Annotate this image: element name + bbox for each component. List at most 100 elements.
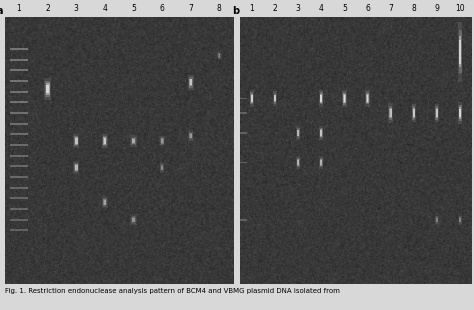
Bar <box>75 138 78 144</box>
Bar <box>240 219 247 221</box>
Text: 7: 7 <box>188 4 193 13</box>
Text: 1: 1 <box>17 4 21 13</box>
Bar <box>46 83 49 95</box>
Bar <box>10 187 28 189</box>
Bar <box>458 214 462 225</box>
Text: 6: 6 <box>160 4 164 13</box>
Bar <box>10 219 28 221</box>
Bar <box>459 108 461 118</box>
Text: 2: 2 <box>273 4 277 13</box>
Bar <box>343 94 346 103</box>
Bar <box>10 165 28 167</box>
Bar <box>10 69 28 71</box>
Bar <box>131 137 136 145</box>
Bar <box>297 159 299 166</box>
Bar <box>297 130 299 136</box>
Bar <box>274 95 276 102</box>
Bar <box>297 157 300 167</box>
Bar <box>458 102 462 124</box>
Bar <box>10 144 28 146</box>
Bar <box>320 160 322 165</box>
Bar <box>297 131 299 136</box>
Bar <box>413 109 415 117</box>
Bar <box>436 218 438 222</box>
Text: 1: 1 <box>249 4 254 13</box>
Text: 10: 10 <box>455 4 465 13</box>
Bar <box>44 78 51 100</box>
Text: a: a <box>0 6 3 16</box>
Bar <box>74 163 79 172</box>
Bar <box>161 138 164 144</box>
Text: 6: 6 <box>365 4 370 13</box>
Bar <box>389 106 392 120</box>
Bar <box>250 92 254 104</box>
Bar <box>459 109 461 117</box>
Bar <box>103 199 107 206</box>
Bar <box>320 159 322 166</box>
Bar <box>189 78 192 86</box>
Bar <box>10 155 28 157</box>
Bar <box>435 104 439 122</box>
Bar <box>366 94 369 103</box>
Bar <box>366 92 369 104</box>
Bar <box>10 197 28 199</box>
Text: b: b <box>232 6 239 16</box>
Bar <box>188 130 193 141</box>
Bar <box>436 216 438 224</box>
Bar <box>320 130 322 136</box>
Bar <box>459 217 461 223</box>
Bar <box>45 81 50 97</box>
Bar <box>250 90 254 107</box>
Bar <box>161 166 163 170</box>
Bar <box>436 108 438 118</box>
Bar <box>73 161 79 174</box>
Bar <box>161 164 164 171</box>
Bar <box>10 176 28 178</box>
Bar <box>240 132 247 134</box>
Bar <box>320 128 323 138</box>
Bar <box>219 54 220 57</box>
Bar <box>297 128 300 138</box>
Bar <box>367 95 368 102</box>
Bar <box>160 162 164 173</box>
Bar <box>320 94 322 103</box>
Text: Fig. 1. Restriction endonuclease analysis pattern of BCM4 and VBMG plasmid DNA i: Fig. 1. Restriction endonuclease analysi… <box>5 288 339 294</box>
Bar <box>411 104 416 122</box>
Bar <box>75 137 78 145</box>
Bar <box>160 137 164 145</box>
Bar <box>218 53 221 59</box>
Bar <box>320 92 323 104</box>
Bar <box>251 94 253 103</box>
Bar <box>319 126 323 140</box>
Bar <box>412 106 415 120</box>
Text: 4: 4 <box>319 4 324 13</box>
Bar <box>273 91 277 106</box>
Bar <box>388 103 393 123</box>
Bar <box>459 216 462 224</box>
Bar <box>102 134 108 148</box>
Bar <box>343 92 346 104</box>
Bar <box>74 136 79 146</box>
Bar <box>458 105 462 121</box>
Bar <box>102 196 108 208</box>
Bar <box>342 90 346 107</box>
Bar <box>161 139 163 143</box>
Bar <box>10 123 28 125</box>
Text: 7: 7 <box>388 4 393 13</box>
Bar <box>10 48 28 50</box>
Bar <box>436 217 438 223</box>
Text: 8: 8 <box>217 4 222 13</box>
Bar <box>319 156 323 169</box>
Bar <box>459 36 461 67</box>
Bar <box>10 133 28 135</box>
Text: 9: 9 <box>435 4 439 13</box>
Text: 3: 3 <box>296 4 301 13</box>
Bar <box>10 91 28 93</box>
Bar <box>458 30 462 73</box>
Bar <box>251 95 253 102</box>
Bar <box>132 217 135 223</box>
Bar <box>435 214 439 225</box>
Bar <box>413 108 415 118</box>
Text: 3: 3 <box>74 4 79 13</box>
Bar <box>10 208 28 210</box>
